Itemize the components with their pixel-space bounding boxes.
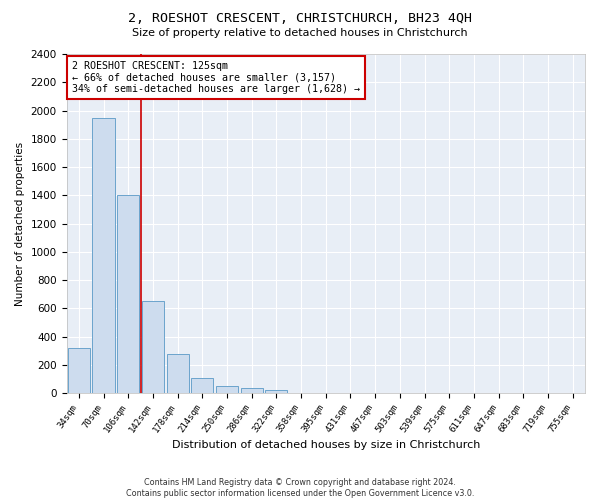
- Bar: [191, 378, 214, 393]
- Text: 2, ROESHOT CRESCENT, CHRISTCHURCH, BH23 4QH: 2, ROESHOT CRESCENT, CHRISTCHURCH, BH23 …: [128, 12, 472, 26]
- Text: Contains HM Land Registry data © Crown copyright and database right 2024.
Contai: Contains HM Land Registry data © Crown c…: [126, 478, 474, 498]
- Bar: [92, 118, 115, 393]
- Bar: [265, 390, 287, 393]
- Bar: [142, 302, 164, 393]
- Bar: [117, 196, 139, 393]
- Bar: [68, 348, 90, 393]
- X-axis label: Distribution of detached houses by size in Christchurch: Distribution of detached houses by size …: [172, 440, 480, 450]
- Bar: [167, 354, 189, 393]
- Bar: [241, 388, 263, 393]
- Bar: [216, 386, 238, 393]
- Text: 2 ROESHOT CRESCENT: 125sqm
← 66% of detached houses are smaller (3,157)
34% of s: 2 ROESHOT CRESCENT: 125sqm ← 66% of deta…: [72, 61, 360, 94]
- Text: Size of property relative to detached houses in Christchurch: Size of property relative to detached ho…: [132, 28, 468, 38]
- Y-axis label: Number of detached properties: Number of detached properties: [15, 142, 25, 306]
